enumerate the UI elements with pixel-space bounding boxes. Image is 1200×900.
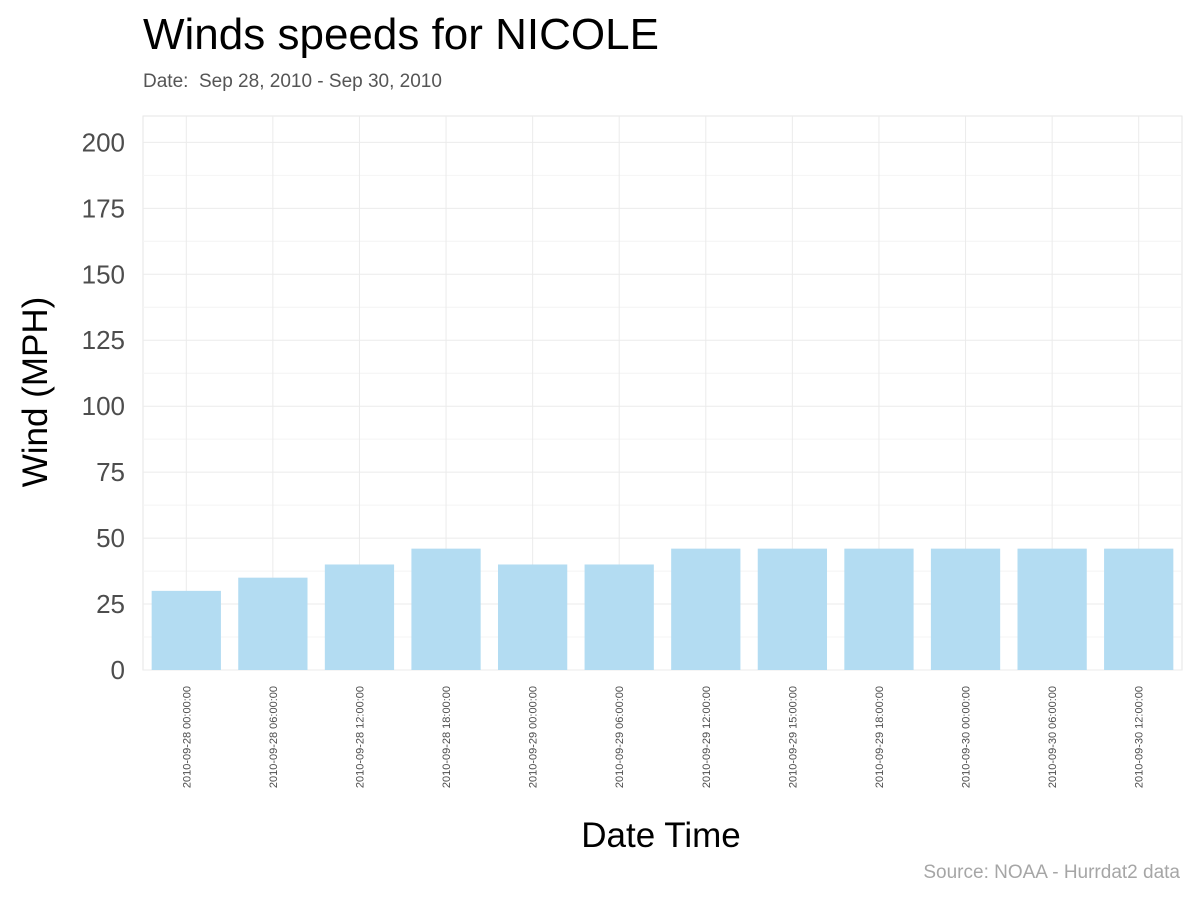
source-caption: Source: NOAA - Hurrdat2 data <box>923 862 1180 883</box>
y-tick-label: 125 <box>82 325 125 355</box>
x-tick-label: 2010-09-29 06:00:00 <box>614 686 626 788</box>
bar <box>844 548 914 670</box>
y-tick-label: 100 <box>82 391 125 421</box>
x-tick-label: 2010-09-28 00:00:00 <box>181 686 193 788</box>
bar <box>1104 548 1174 670</box>
bar <box>238 577 308 670</box>
y-axis-title: Wind (MPH) <box>16 297 55 488</box>
y-tick-label: 50 <box>96 523 125 553</box>
bar <box>757 548 828 670</box>
bar <box>497 564 568 670</box>
y-tick-label: 200 <box>82 127 125 157</box>
chart-subtitle: Date: Sep 28, 2010 - Sep 30, 2010 <box>143 71 442 92</box>
x-tick-label: 2010-09-29 15:00:00 <box>787 686 799 788</box>
y-tick-label: 75 <box>96 457 125 487</box>
x-tick-label: 2010-09-29 18:00:00 <box>874 686 886 788</box>
grid-lines <box>142 115 1183 671</box>
x-tick-label: 2010-09-29 12:00:00 <box>701 686 713 788</box>
bar <box>671 548 741 670</box>
x-tick-label: 2010-09-30 00:00:00 <box>961 686 973 788</box>
y-tick-label: 175 <box>82 193 125 223</box>
x-tick-label: 2010-09-28 18:00:00 <box>441 686 453 788</box>
y-tick-label: 150 <box>82 259 125 289</box>
x-tick-label: 2010-09-29 00:00:00 <box>528 686 540 788</box>
bar <box>151 590 221 670</box>
bar <box>1017 548 1087 670</box>
bar <box>930 548 1001 670</box>
x-tick-label: 2010-09-28 12:00:00 <box>354 686 366 788</box>
bars <box>151 548 1174 670</box>
bar <box>411 548 481 670</box>
x-tick-label: 2010-09-28 06:00:00 <box>268 686 280 788</box>
bar <box>324 564 395 670</box>
x-tick-label: 2010-09-30 06:00:00 <box>1047 686 1059 788</box>
bar <box>584 564 654 670</box>
chart-title: Winds speeds for NICOLE <box>143 10 659 59</box>
x-tick-label: 2010-09-30 12:00:00 <box>1134 686 1146 788</box>
x-axis-title: Date Time <box>581 816 741 855</box>
y-axis-ticks: 0 25 50 75 100 125 150 175 200 <box>82 127 125 685</box>
y-tick-label: 25 <box>96 589 125 619</box>
x-axis-ticks: 2010-09-28 00:00:00 2010-09-28 06:00:00 20… <box>181 686 1145 788</box>
y-tick-label: 0 <box>111 655 125 685</box>
